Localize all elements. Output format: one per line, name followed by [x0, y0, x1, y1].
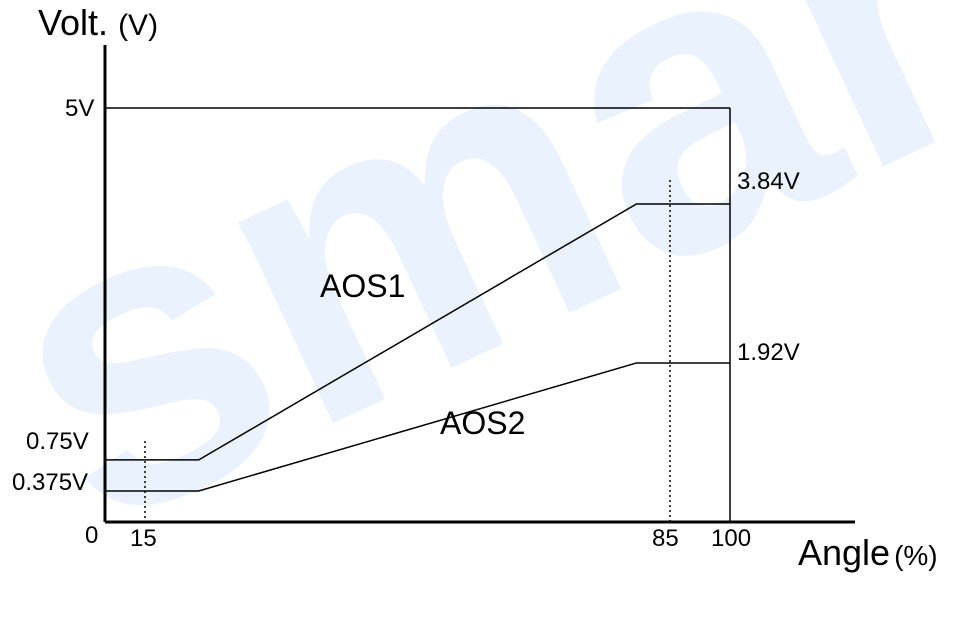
- chart-svg: [103, 45, 855, 524]
- origin-label: 0: [85, 522, 99, 549]
- y-axis-title: Volt. (V): [38, 2, 159, 43]
- x-tick-15: 15: [130, 525, 157, 552]
- y-tick-192v-right: 1.92V: [737, 339, 800, 366]
- x-tick-85: 85: [652, 525, 679, 552]
- x-tick-100: 100: [711, 525, 752, 552]
- y-tick-075v: 0.75V: [26, 428, 89, 455]
- y-tick-0375v: 0.375V: [12, 469, 89, 496]
- y-tick-384v-right: 3.84V: [737, 168, 800, 195]
- series-aos2-line: [105, 362, 730, 492]
- label-aos2: AOS2: [440, 405, 526, 441]
- label-aos1: AOS1: [320, 268, 406, 304]
- x-axis-title: Angle (%): [798, 532, 938, 573]
- y-tick-5v: 5V: [65, 95, 95, 122]
- series-aos1-line: [105, 203, 730, 461]
